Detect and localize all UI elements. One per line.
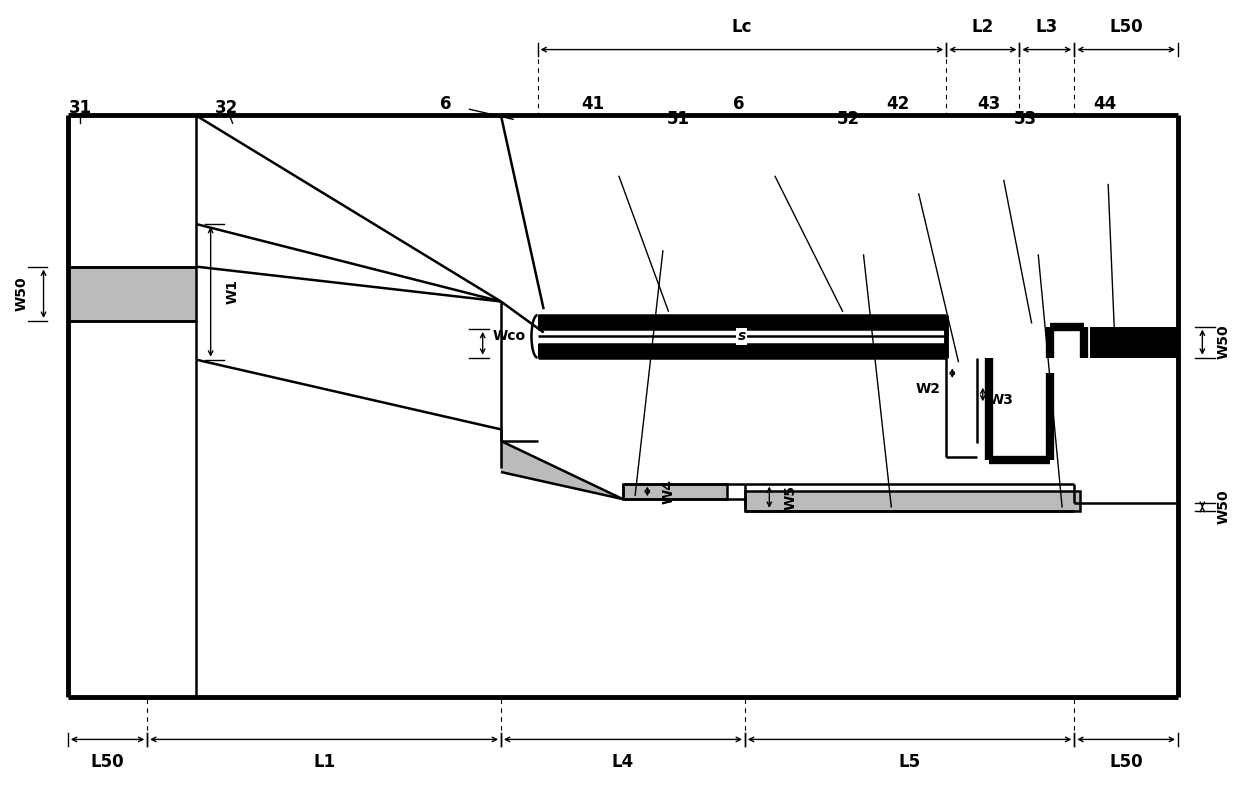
Text: Lc: Lc	[732, 17, 753, 36]
Text: 43: 43	[977, 95, 1001, 113]
Bar	[68, 267, 196, 321]
Text: W5: W5	[784, 484, 799, 510]
Text: W50: W50	[15, 276, 29, 311]
Text: 53: 53	[1014, 110, 1037, 129]
Text: 44: 44	[1094, 95, 1116, 113]
Text: 52: 52	[837, 110, 861, 129]
Text: W50: W50	[1216, 490, 1231, 524]
Text: Wco: Wco	[492, 329, 526, 343]
Text: L50: L50	[1110, 753, 1143, 772]
Text: W4: W4	[662, 479, 676, 504]
Bar	[1090, 327, 1178, 357]
Text: L1: L1	[312, 753, 335, 772]
Text: L4: L4	[611, 753, 634, 772]
Text: L50: L50	[91, 753, 124, 772]
Text: 6: 6	[733, 95, 744, 113]
Text: 42: 42	[885, 95, 909, 113]
Bar	[538, 315, 946, 329]
Text: W1: W1	[226, 279, 239, 305]
Bar	[68, 267, 196, 321]
Bar	[622, 484, 727, 499]
Bar	[622, 484, 727, 499]
Bar	[745, 492, 1080, 510]
Text: W50: W50	[1216, 325, 1231, 360]
Polygon shape	[501, 441, 622, 499]
Text: 32: 32	[215, 99, 238, 117]
Bar	[745, 492, 1080, 510]
Text: 31: 31	[68, 99, 92, 117]
Text: L2: L2	[972, 17, 994, 36]
Text: 41: 41	[580, 95, 604, 113]
Text: L3: L3	[1035, 17, 1058, 36]
Text: L5: L5	[899, 753, 920, 772]
Text: W3: W3	[988, 393, 1014, 407]
Text: L50: L50	[1110, 17, 1143, 36]
Text: 51: 51	[666, 110, 689, 129]
Text: W2: W2	[915, 382, 940, 396]
Text: s: s	[738, 329, 746, 343]
Bar	[538, 344, 946, 357]
Text: 6: 6	[440, 95, 451, 113]
